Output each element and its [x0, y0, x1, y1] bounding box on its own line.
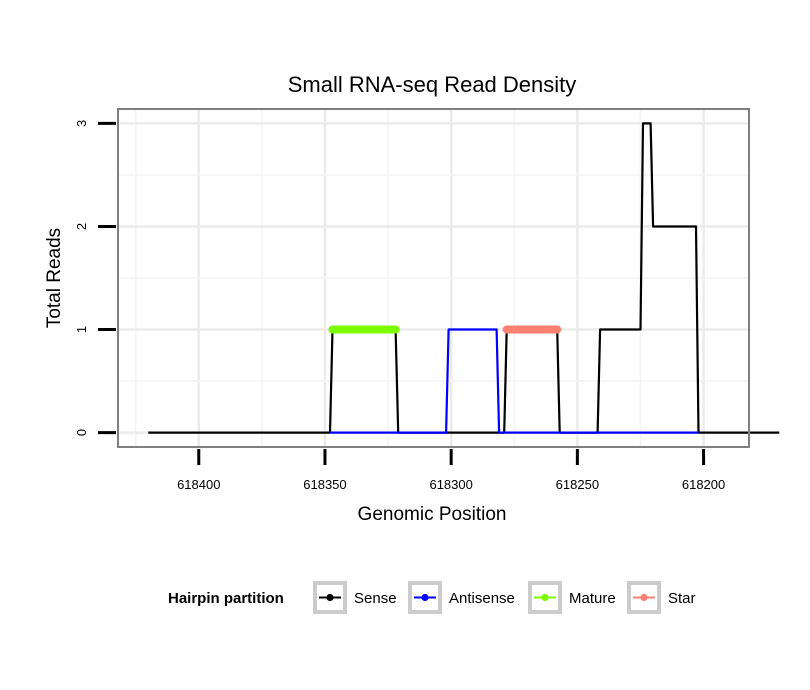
- legend-label: Mature: [569, 590, 616, 607]
- legend-label: Star: [668, 590, 696, 607]
- legend-label: Antisense: [449, 590, 515, 607]
- y-tick-label: 0: [74, 429, 89, 436]
- x-tick-label: 618350: [303, 477, 346, 492]
- plot-panel-border: [117, 108, 750, 448]
- legend-key-dot: [541, 593, 549, 602]
- y-tick-label: 3: [74, 120, 89, 127]
- x-axis-title: Genomic Position: [358, 504, 507, 525]
- series-line-antisense: [330, 328, 699, 434]
- x-tick-label: 618200: [682, 477, 725, 492]
- legend-key-dot: [421, 593, 429, 602]
- grid-lines: [118, 109, 749, 447]
- legend-key-dot: [640, 593, 648, 602]
- y-axis-title: Total Reads: [44, 228, 65, 328]
- legend-entry-mature: Mature: [528, 581, 616, 614]
- series-lines: [148, 122, 780, 434]
- legend-entry-sense: Sense: [313, 581, 397, 614]
- x-tick-label: 618300: [429, 477, 472, 492]
- legend-title: Hairpin partition: [168, 590, 284, 607]
- y-tick-label: 1: [74, 326, 89, 333]
- legend-entry-antisense: Antisense: [408, 581, 515, 614]
- legend-label: Sense: [354, 590, 397, 607]
- legend: Hairpin partition Sense Antisense Mature St…: [168, 581, 696, 614]
- x-tick-label: 618400: [177, 477, 220, 492]
- x-tick-label: 618250: [556, 477, 599, 492]
- y-axis: 0 1 2 3: [74, 120, 116, 436]
- y-tick-label: 2: [74, 223, 89, 230]
- legend-entry-star: Star: [627, 581, 696, 614]
- x-axis: 618400 618350 618300 618250 618200: [177, 449, 725, 492]
- legend-key-dot: [326, 593, 334, 602]
- chart-title: Small RNA-seq Read Density: [288, 72, 577, 97]
